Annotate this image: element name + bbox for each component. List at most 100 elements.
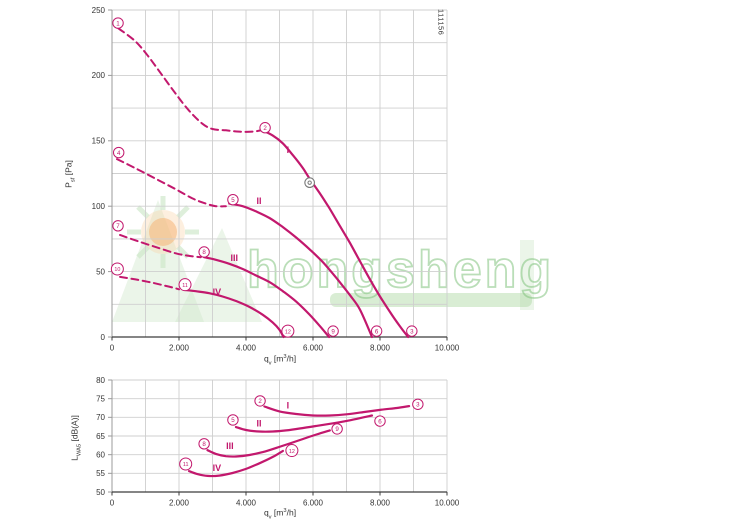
marker-circle — [112, 220, 124, 232]
xlabel-base: q — [263, 507, 269, 518]
xlabel-unit-pre: [m — [271, 353, 284, 364]
marker-circle — [327, 325, 339, 337]
point-marker-8: 8 — [198, 438, 210, 450]
y-tick-label: 50 — [96, 267, 105, 276]
marker-circle — [198, 438, 210, 450]
marker-number: 11 — [182, 283, 188, 289]
marker-number: 11 — [183, 462, 189, 468]
sun-core — [149, 218, 177, 246]
watermark-shape-left2 — [175, 228, 262, 322]
x-tick-label: 8.000 — [370, 344, 391, 353]
marker-circle — [227, 193, 239, 206]
point-marker-11: 11 — [179, 457, 193, 471]
xlabel-sub: v — [268, 360, 272, 367]
marker-number: 5 — [231, 417, 235, 424]
curve-II-solid — [228, 202, 374, 339]
point-marker-8: 8 — [198, 246, 210, 258]
watermark-strip-right — [520, 240, 534, 310]
point-marker-5: 5 — [227, 193, 239, 206]
marker-circle — [113, 146, 125, 159]
point-marker-9: 9 — [327, 325, 339, 337]
y-tick-label: 75 — [96, 394, 105, 403]
marker-number: 3 — [416, 401, 420, 408]
y-tick-label: 70 — [96, 413, 105, 422]
curve-I-solid — [261, 129, 410, 339]
point-marker-2: 2 — [259, 122, 271, 134]
point-marker-3: 3 — [406, 325, 418, 337]
ylabel-sub: sf — [70, 177, 77, 183]
xlabel-unit-post: /h] — [286, 353, 297, 364]
curve-label-II: II — [257, 418, 262, 428]
xlabel-unit-post: /h] — [286, 507, 297, 518]
pressure-y-axis-label: Psf [Pa] — [64, 160, 77, 188]
curve-II-dashed — [116, 158, 227, 208]
marker-number: 2 — [258, 398, 262, 405]
point-marker-1: 1 — [112, 17, 124, 29]
point-marker-11: 11 — [178, 278, 192, 292]
marker-number: 7 — [116, 223, 120, 230]
curve-label-IV: IV — [213, 463, 222, 473]
marker-number: 1 — [116, 20, 120, 27]
marker-circle — [227, 414, 239, 426]
marker-number: 5 — [231, 197, 235, 204]
point-marker-10: 10 — [110, 262, 124, 276]
curve-I-dashed — [117, 27, 263, 133]
x-tick-label: 10.000 — [435, 344, 460, 353]
ylabel-base: L — [69, 456, 80, 461]
pressure-x-axis-label: qv [m3/h] — [264, 354, 296, 367]
x-tick-label: 4.000 — [236, 344, 257, 353]
marker-number: 6 — [378, 418, 382, 425]
y-tick-label: 250 — [92, 6, 106, 15]
point-marker-9: 9 — [331, 423, 343, 435]
curve-label-III: III — [226, 441, 234, 451]
noise-x-axis-label: qv [m3/h] — [264, 508, 296, 521]
y-tick-label: 150 — [92, 137, 106, 146]
y-tick-label: 100 — [92, 202, 106, 211]
marker-circle — [110, 262, 124, 276]
ylabel-unit: [dB(A)] — [69, 415, 80, 444]
curve-III-solid — [206, 429, 331, 458]
marker-circle — [374, 415, 386, 427]
marker-number: 9 — [331, 328, 335, 335]
point-marker-12: 12 — [285, 444, 299, 458]
marker-circle — [178, 278, 192, 292]
x-tick-label: 2.000 — [169, 344, 190, 353]
noise-y-axis-label: LWA5 [dB(A)] — [70, 415, 83, 461]
y-tick-label: 50 — [96, 488, 105, 497]
marker-circle — [179, 457, 193, 471]
x-tick-label: 8.000 — [370, 499, 391, 508]
y-tick-label: 65 — [96, 432, 105, 441]
xlabel-sup: 3 — [283, 507, 287, 514]
curve-IV-solid — [187, 449, 284, 478]
marker-circle — [259, 122, 271, 134]
point-marker-5: 5 — [227, 414, 239, 426]
y-tick-label: 80 — [96, 376, 105, 385]
ylabel-base: P — [63, 182, 74, 188]
curve-I-solid — [263, 405, 411, 417]
point-marker-2: 2 — [254, 395, 266, 407]
grid — [112, 379, 448, 492]
curve-label-III: III — [231, 253, 239, 263]
curve-label-I: I — [287, 145, 290, 155]
ylabel-unit: [Pa] — [63, 160, 74, 178]
ylabel-sub: WA5 — [76, 443, 83, 457]
operating-point-inner — [307, 180, 312, 185]
marker-number: 10 — [114, 267, 120, 273]
point-marker-7: 7 — [112, 220, 124, 232]
marker-circle — [112, 17, 124, 29]
curve-IV-dashed — [119, 275, 180, 291]
xlabel-sup: 3 — [283, 353, 287, 360]
curve-label-II: II — [257, 196, 262, 206]
x-tick-label: 4.000 — [236, 499, 257, 508]
operating-point-outer — [304, 177, 316, 189]
xlabel-sub: v — [268, 514, 272, 521]
point-marker-3: 3 — [412, 398, 424, 410]
marker-number: 4 — [117, 150, 121, 157]
marker-circle — [281, 324, 295, 338]
x-tick-label: 0 — [110, 344, 115, 353]
x-tick-label: 6.000 — [303, 344, 324, 353]
y-tick-label: 55 — [96, 469, 105, 478]
